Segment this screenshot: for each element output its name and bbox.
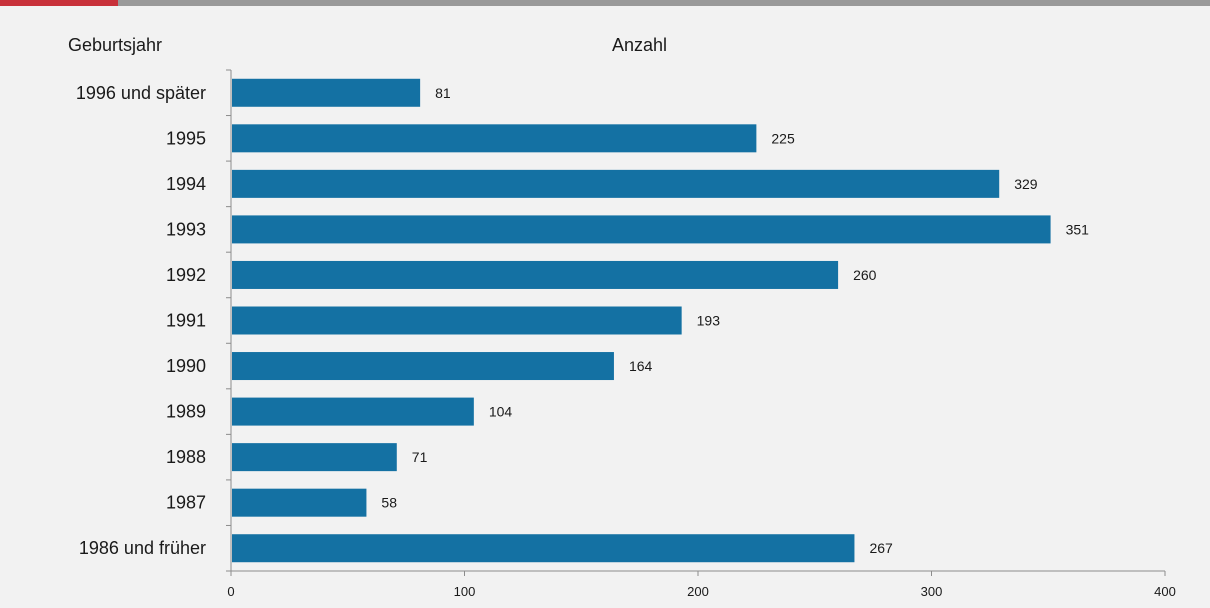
x-axis-title: Anzahl	[612, 35, 668, 55]
data-label: 193	[697, 313, 721, 329]
bar	[232, 169, 1000, 198]
y-axis-title: Geburtsjahr	[68, 35, 163, 55]
bar	[232, 215, 1051, 244]
bar	[232, 260, 839, 289]
category-label: 1995	[166, 128, 206, 148]
header-rule	[118, 0, 1210, 6]
data-label: 267	[869, 540, 893, 556]
bar	[232, 78, 421, 107]
bar	[232, 397, 474, 426]
x-tick-label: 100	[454, 584, 476, 599]
category-label: 1992	[166, 265, 206, 285]
x-tick-label: 400	[1154, 584, 1176, 599]
bar	[232, 488, 367, 517]
data-label: 351	[1066, 221, 1090, 237]
data-label: 58	[381, 495, 397, 511]
category-label: 1991	[166, 311, 206, 331]
bar	[232, 352, 614, 381]
x-tick-label: 0	[227, 584, 234, 599]
bar	[232, 443, 397, 472]
category-label: 1988	[166, 447, 206, 467]
category-label: 1996 und später	[76, 83, 206, 103]
bar	[232, 124, 757, 153]
data-label: 329	[1014, 176, 1038, 192]
category-label: 1990	[166, 356, 206, 376]
category-label: 1993	[166, 219, 206, 239]
x-tick-label: 200	[687, 584, 709, 599]
bar	[232, 534, 855, 563]
category-label: 1986 und früher	[79, 538, 206, 558]
category-label: 1987	[166, 493, 206, 513]
top-accent-bar	[0, 0, 1210, 6]
category-label: 1989	[166, 402, 206, 422]
data-label: 71	[412, 449, 428, 465]
x-tick-label: 300	[921, 584, 943, 599]
category-label: 1994	[166, 174, 206, 194]
data-label: 104	[489, 404, 513, 420]
data-label: 225	[771, 130, 795, 146]
data-label: 164	[629, 358, 653, 374]
accent-stripe	[0, 0, 118, 6]
bar	[232, 306, 682, 335]
data-label: 260	[853, 267, 877, 283]
data-label: 81	[435, 85, 451, 101]
